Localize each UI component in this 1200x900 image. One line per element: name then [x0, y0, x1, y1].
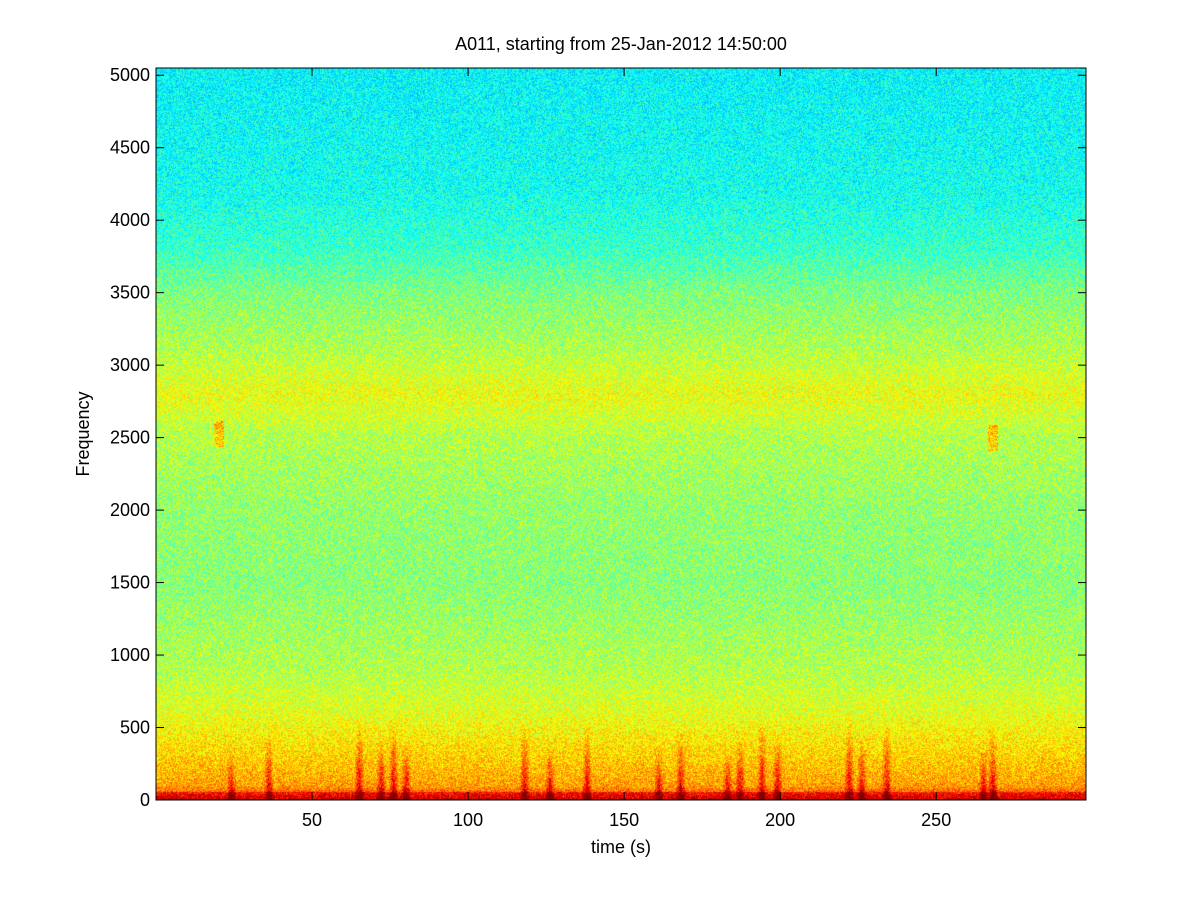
y-tick-label: 2500	[110, 428, 150, 448]
x-axis-title: time (s)	[591, 837, 651, 857]
y-tick-label: 4000	[110, 210, 150, 230]
y-axis-ticks: 0 500 1000 1500 2000 2500 3000 3500 4000 4500 5000	[110, 65, 1086, 810]
y-tick-label: 500	[120, 718, 150, 738]
y-tick-label: 0	[140, 790, 150, 810]
chart-title: A011, starting from 25-Jan-2012 14:50:00	[455, 34, 787, 54]
x-tick-label: 100	[453, 810, 483, 830]
x-tick-label: 250	[921, 810, 951, 830]
y-tick-label: 1000	[110, 645, 150, 665]
spectrogram-image	[156, 68, 1086, 800]
y-tick-label: 1500	[110, 573, 150, 593]
x-tick-label: 50	[302, 810, 322, 830]
y-tick-label: 3500	[110, 283, 150, 303]
y-tick-label: 5000	[110, 65, 150, 85]
y-axis-title: Frequency	[73, 391, 93, 476]
x-tick-label: 150	[609, 810, 639, 830]
y-tick-label: 2000	[110, 500, 150, 520]
x-tick-label: 200	[765, 810, 795, 830]
y-tick-label: 3000	[110, 355, 150, 375]
plot-frame	[155, 67, 1087, 801]
x-axis-ticks: 50 100 150 200 250	[302, 68, 951, 830]
y-tick-label: 4500	[110, 138, 150, 158]
